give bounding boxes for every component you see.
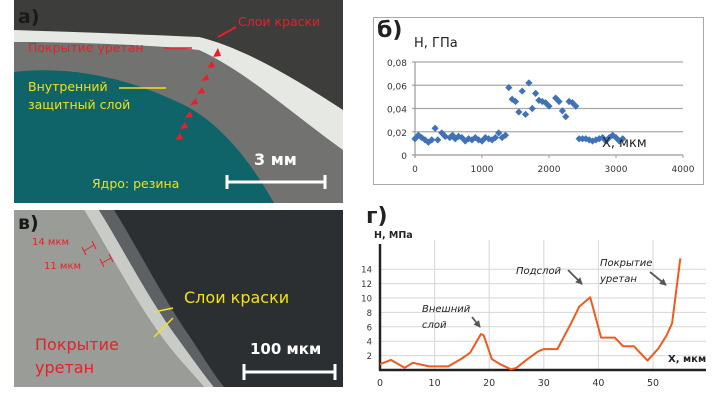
label-paint-layers: Слои краски (238, 14, 321, 29)
annotation-label: Внешний (422, 304, 471, 315)
y-tick-label: 12 (361, 280, 372, 290)
x-tick-label: 1000 (471, 165, 494, 175)
scatter-point (555, 97, 563, 106)
scatter-plot-b: 0 0,02 0,04 0,06 0,08 0 1000 2000 3000 4000 (387, 59, 695, 175)
leader-line-paint (217, 26, 237, 38)
leader-line-1 (153, 307, 174, 313)
scatter-point (511, 97, 520, 106)
cross-section-illustration-a (14, 26, 343, 203)
y-tick-label: 4 (367, 338, 372, 348)
label-urethane-c-1: Покрытие (35, 335, 119, 354)
panel-letter-a: а) (18, 6, 40, 28)
paint-layer-dark-region (99, 210, 224, 387)
label-thickness-11: 11 мкм (44, 261, 82, 272)
y-tick-label: 0 (401, 152, 407, 162)
scatter-point (446, 133, 454, 142)
thickness-marks (81, 240, 114, 268)
annotation-arrowhead (659, 278, 667, 286)
scatter-point (545, 102, 553, 110)
x-tick-label: 20 (483, 378, 495, 389)
scatter-point (528, 104, 536, 113)
micro-section-illustration-c (14, 210, 337, 387)
annotation-label: слой (422, 320, 447, 331)
scatter-point (538, 97, 546, 106)
scatter-point (562, 113, 570, 121)
label-urethane-coating: Покрытие уретан (28, 40, 144, 55)
chart-g-xlabel: X, мкм (668, 354, 707, 365)
y-tick-label: 6 (367, 323, 372, 333)
panel-letter-c: в) (18, 212, 39, 234)
annotation-label: уретан (599, 274, 637, 285)
label-core: Ядро: резина (92, 176, 180, 191)
chart-g-ylabel: H, МПа (374, 230, 413, 241)
y-tick-label: 0,06 (387, 82, 407, 92)
label-inner-layer-2: защитный слой (28, 97, 131, 112)
y-tick-label: 14 (361, 266, 372, 276)
scatter-point (521, 110, 530, 118)
scatter-point (542, 99, 550, 107)
x-tick-label: 10 (429, 378, 441, 389)
y-tick-label: 0,08 (387, 59, 407, 69)
scatter-point (461, 137, 469, 145)
scatter-point (518, 87, 526, 95)
label-paint-layers-c: Слои краски (184, 288, 290, 307)
chart-b-ylabel: H, ГПа (414, 36, 458, 51)
line-series (379, 258, 682, 371)
label-inner-layer-1: Внутренний (28, 79, 108, 94)
paint-layer-region (84, 210, 214, 387)
scatter-point (501, 131, 510, 139)
chart-g-title: г) (366, 204, 388, 229)
scatter-point (588, 137, 597, 145)
y-tick-label: 10 (361, 295, 372, 305)
chart-panel-b: б) H, ГПа X, мкм 0 0,02 0,04 0,06 0,08 0 1000 2… (373, 17, 704, 185)
y-tick-label: 0,04 (387, 106, 407, 116)
annotation-label: Подслой (516, 266, 562, 277)
annotation-arrowhead (473, 320, 481, 328)
leader-line-2 (153, 317, 174, 338)
x-tick-label: 40 (592, 378, 604, 389)
scatter-point (599, 133, 607, 142)
photo-panel-a: а) Слои краски Покрытие уретан Внутренни… (14, 0, 343, 203)
y-tick-label: 2 (367, 352, 372, 362)
x-tick-label: 0 (377, 378, 383, 389)
urethane-coating-region (14, 30, 343, 150)
urethane-region (14, 210, 204, 387)
x-tick-label: 30 (538, 378, 550, 389)
chart-b-title: б) (377, 18, 403, 43)
scale-bar-a-label: 3 мм (254, 150, 297, 169)
rubber-core-region (14, 70, 274, 203)
arrow-markers (175, 48, 221, 140)
x-tick-label: 2000 (538, 165, 561, 175)
y-tick-label: 8 (367, 309, 372, 319)
scale-bar-c (242, 364, 337, 380)
chart-b-xlabel: X, мкм (602, 136, 647, 151)
line-plot-g: 0 10 20 30 40 50 2 4 6 8 10 12 14 Внешний слой Подслой П… (361, 240, 706, 389)
y-tick-label: 0,02 (387, 129, 407, 139)
scatter-point (572, 102, 580, 110)
x-tick-label: 3000 (605, 165, 628, 175)
chart-panel-g: г) H, МПа X, мкм 0 10 20 30 40 50 2 4 6 8 10 12 14 Вн… (360, 200, 722, 400)
x-tick-label: 4000 (672, 165, 695, 175)
scatter-point (515, 108, 523, 116)
x-tick-label: 0 (412, 165, 418, 175)
scale-bar-c-label: 100 мкм (250, 340, 322, 358)
scatter-point (434, 136, 442, 144)
label-thickness-14: 14 мкм (32, 237, 70, 248)
scatter-point (619, 135, 627, 143)
scatter-point (532, 89, 540, 97)
scatter-point (495, 129, 503, 137)
x-tick-label: 50 (647, 378, 659, 389)
scatter-point (431, 124, 439, 132)
label-urethane-c-2: уретан (35, 358, 95, 377)
scale-bar-a (225, 175, 327, 189)
scatter-point (478, 137, 486, 145)
annotation-label: Покрытие (600, 258, 652, 269)
scatter-point (505, 83, 513, 92)
photo-panel-c: в) 14 мкм 11 мкм Слои краски Покрытие ур… (14, 210, 343, 387)
scatter-point (498, 133, 506, 142)
scatter-point (428, 136, 436, 144)
